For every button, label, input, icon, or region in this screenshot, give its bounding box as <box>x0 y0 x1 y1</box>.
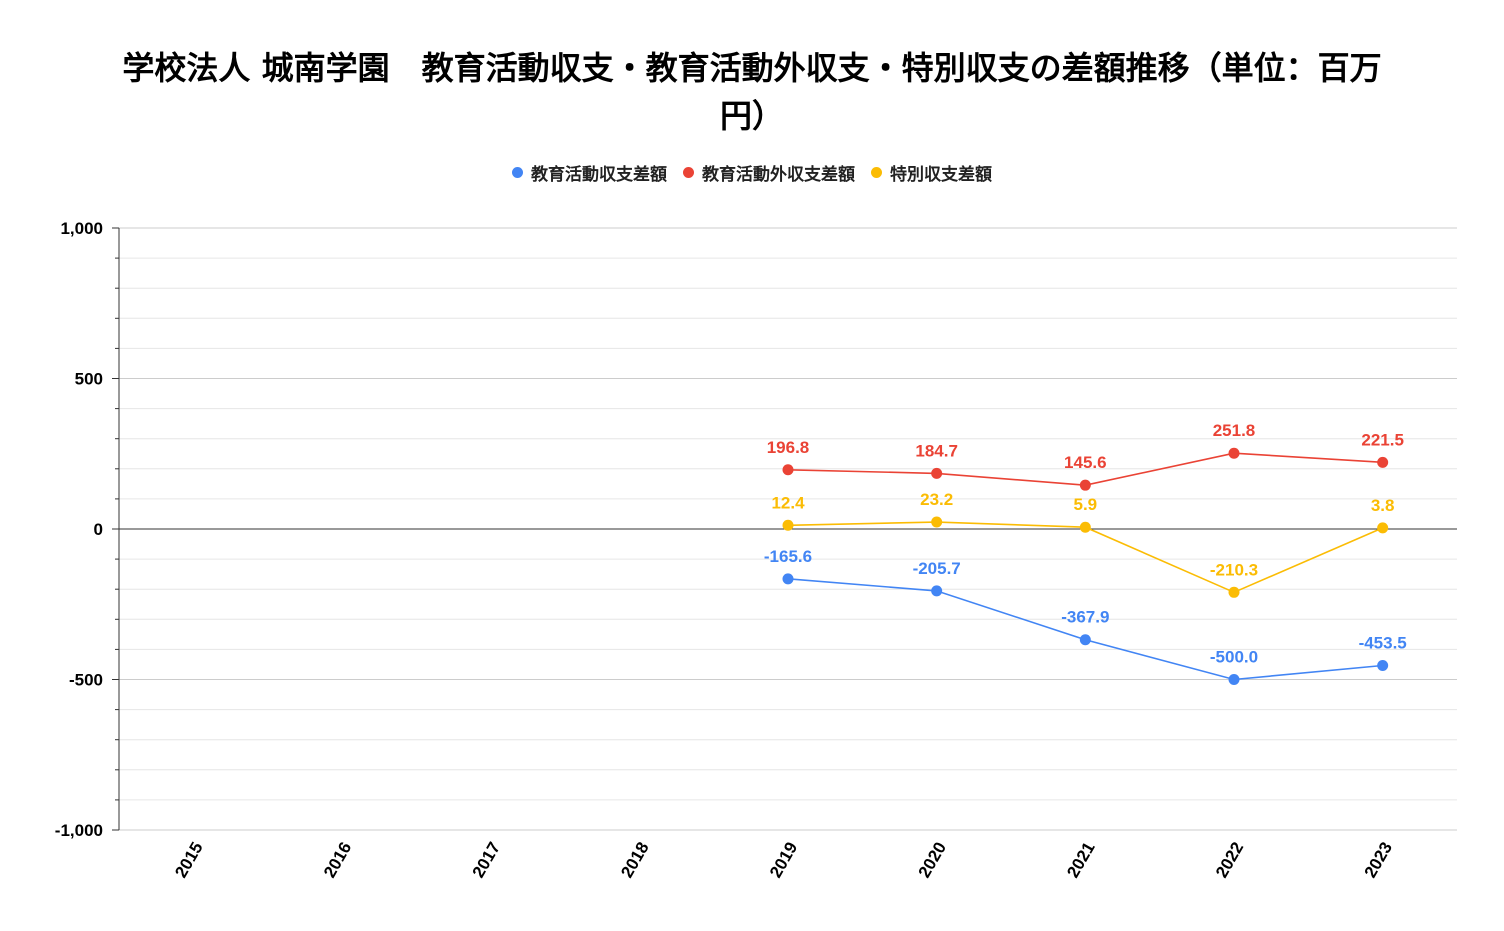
x-tick-label: 2016 <box>320 839 355 881</box>
x-tick-label: 2017 <box>469 839 504 881</box>
data-label: 5.9 <box>1074 495 1098 514</box>
data-point <box>931 516 943 528</box>
legend-dot-icon <box>512 167 523 178</box>
data-point <box>1377 522 1389 534</box>
data-label: 221.5 <box>1361 430 1404 449</box>
y-tick-label: 1,000 <box>60 219 103 238</box>
data-point <box>1228 447 1240 459</box>
data-label: 184.7 <box>915 441 958 460</box>
x-tick-label: 2022 <box>1212 839 1247 881</box>
data-label: -205.7 <box>913 559 961 578</box>
data-label: 12.4 <box>771 493 805 512</box>
data-label: -210.3 <box>1210 560 1258 579</box>
data-point <box>1377 456 1389 468</box>
data-point <box>931 585 943 597</box>
legend-label: 教育活動外収支差額 <box>702 165 855 185</box>
chart-title: 学校法人 城南学園 教育活動収支・教育活動外収支・特別収支の差額推移（単位：百万… <box>0 44 1504 140</box>
x-tick-label: 2023 <box>1361 839 1396 881</box>
y-tick-label: 500 <box>75 370 103 389</box>
x-tick-label: 2015 <box>171 839 206 881</box>
data-label: -367.9 <box>1061 608 1109 627</box>
legend-label: 教育活動収支差額 <box>531 165 667 185</box>
data-point <box>782 519 794 531</box>
data-label: -165.6 <box>764 547 812 566</box>
chart-title-line-1: 学校法人 城南学園 教育活動収支・教育活動外収支・特別収支の差額推移（単位：百万 <box>122 49 1382 87</box>
data-label: 23.2 <box>920 490 953 509</box>
data-point <box>931 467 943 479</box>
x-tick-label: 2019 <box>766 839 801 881</box>
legend-label: 特別収支差額 <box>890 165 992 185</box>
data-label: 3.8 <box>1371 496 1395 515</box>
chart-title-line-2: 円） <box>719 97 784 135</box>
data-label: 145.6 <box>1064 453 1107 472</box>
legend-item-non-education[interactable]: 教育活動外収支差額 <box>683 160 855 185</box>
x-tick-label: 2021 <box>1063 839 1098 881</box>
y-tick-label: -500 <box>69 671 103 690</box>
data-point <box>1228 674 1240 685</box>
data-point <box>782 573 794 585</box>
data-point <box>1377 660 1389 672</box>
data-label: 251.8 <box>1213 421 1256 440</box>
legend-dot-icon <box>683 167 694 178</box>
series-line-0 <box>787 578 1383 681</box>
data-label: 196.8 <box>767 438 810 457</box>
y-tick-label: -1,000 <box>55 821 103 840</box>
data-point <box>1079 521 1091 533</box>
legend-item-education[interactable]: 教育活動収支差額 <box>512 160 667 185</box>
data-point <box>1079 634 1091 646</box>
data-label: -500.0 <box>1210 648 1258 667</box>
legend-dot-icon <box>871 167 882 178</box>
legend: 教育活動収支差額 教育活動外収支差額 特別収支差額 <box>0 160 1504 185</box>
data-point <box>1228 586 1240 598</box>
legend-item-special[interactable]: 特別収支差額 <box>871 160 992 185</box>
x-tick-label: 2018 <box>617 839 652 881</box>
x-tick-label: 2020 <box>915 839 950 881</box>
data-label: -453.5 <box>1359 634 1407 653</box>
data-point <box>1079 479 1091 491</box>
data-point <box>782 464 794 476</box>
y-tick-label: 0 <box>94 520 103 539</box>
